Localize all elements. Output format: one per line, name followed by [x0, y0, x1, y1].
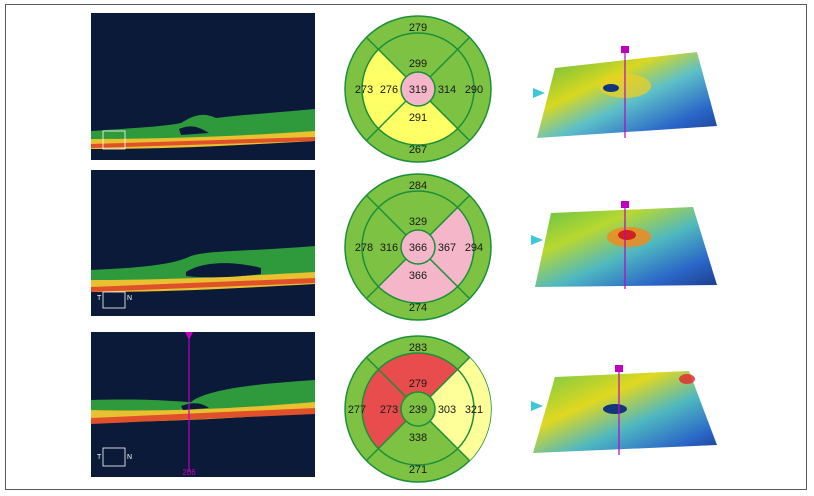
inner-superior-value: 329	[409, 216, 427, 228]
outer-nasal-value: 321	[465, 404, 483, 416]
scan-position-label: 206	[182, 468, 196, 477]
outer-nasal-value: 294	[465, 242, 483, 254]
orientation-nasal-label: N	[127, 454, 132, 461]
outer-temporal-value: 273	[355, 84, 373, 96]
outer-nasal-value: 290	[465, 84, 483, 96]
inner-inferior-value: 291	[409, 112, 427, 124]
outer-superior-value: 284	[409, 180, 427, 192]
inner-temporal-value: 276	[380, 84, 398, 96]
inner-nasal-value: 314	[438, 84, 456, 96]
outer-superior-value: 283	[409, 342, 427, 354]
outer-superior-value: 279	[409, 22, 427, 34]
center-value: 319	[409, 84, 427, 96]
outer-inferior-value: 271	[409, 464, 427, 476]
surface-map-3	[527, 365, 725, 461]
oct-bscan-1	[91, 13, 315, 160]
orientation-temporal-label: T	[97, 295, 102, 302]
outer-temporal-value: 277	[348, 404, 366, 416]
inner-superior-value: 279	[409, 378, 427, 390]
oct-bscan-2: T N	[91, 170, 315, 316]
orientation-temporal-label: T	[97, 454, 102, 461]
inner-inferior-value: 338	[409, 432, 427, 444]
center-value: 239	[409, 404, 427, 416]
surface-map-2	[527, 201, 725, 295]
thickness-map-2: 284 278 294 274 329 316 367 366 366	[343, 172, 493, 322]
oct-bscan-3: T N 206	[91, 332, 315, 477]
inner-nasal-value: 367	[438, 242, 456, 254]
outer-inferior-value: 274	[409, 302, 427, 314]
orientation-nasal-label: N	[127, 295, 132, 302]
outer-temporal-value: 278	[355, 242, 373, 254]
thickness-map-1: 279 273 290 267 299 276 314 291 319	[343, 14, 493, 164]
inner-temporal-value: 273	[380, 404, 398, 416]
outer-inferior-value: 267	[409, 144, 427, 156]
surface-map-1	[527, 46, 725, 144]
inner-temporal-value: 316	[380, 242, 398, 254]
inner-inferior-value: 366	[409, 270, 427, 282]
inner-superior-value: 299	[409, 58, 427, 70]
inner-nasal-value: 303	[438, 404, 456, 416]
thickness-map-3: 283 277 321 271 279 273 303 338 239	[343, 334, 493, 484]
figure-frame	[5, 4, 807, 490]
center-value: 366	[409, 242, 427, 254]
